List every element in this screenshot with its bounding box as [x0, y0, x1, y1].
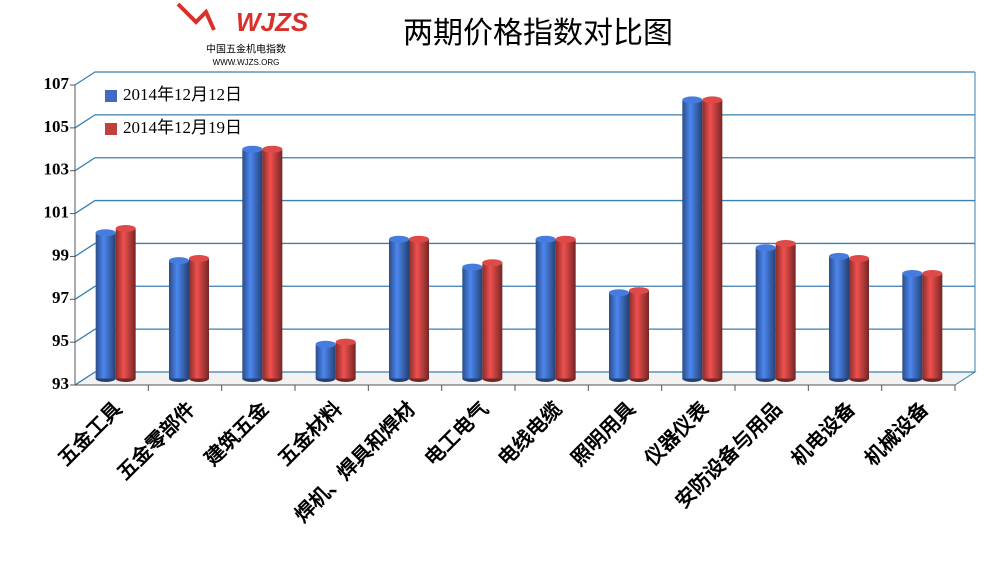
grid-line — [74, 114, 975, 129]
logo-name: 中国五金机电指数 — [206, 43, 286, 56]
legend-label: 2014年12月12日 — [123, 85, 242, 104]
bar-top — [555, 235, 576, 243]
bar — [115, 228, 136, 379]
y-tick-label: 101 — [44, 202, 70, 221]
bar — [829, 256, 849, 379]
bar — [482, 262, 503, 379]
x-tick-label: 照明用具 — [567, 398, 640, 471]
legend-label: 2014年12月19日 — [123, 118, 242, 137]
bar-top — [482, 259, 503, 267]
logo-arrow — [176, 2, 216, 31]
bar — [702, 99, 723, 379]
bar-top — [702, 96, 723, 104]
bar-top — [169, 257, 189, 265]
bar — [682, 99, 703, 379]
bar-top — [462, 263, 483, 271]
bar — [242, 149, 263, 379]
bar-top — [829, 252, 849, 260]
bar-top — [922, 270, 943, 277]
grid-line — [74, 328, 975, 343]
bar — [462, 267, 483, 379]
bar — [775, 243, 796, 379]
x-tick-label: 电工电气 — [420, 397, 494, 471]
bar-top — [682, 96, 703, 104]
legend-swatch — [105, 90, 117, 102]
bar — [262, 149, 283, 379]
bar-top — [629, 287, 649, 295]
grid-line — [74, 242, 975, 257]
bar-top — [849, 255, 869, 262]
x-tick-label: 电线电缆 — [493, 397, 567, 471]
bar-top — [189, 255, 209, 262]
y-tick-label: 107 — [44, 74, 70, 93]
bar — [922, 273, 943, 379]
bar-top — [409, 235, 429, 243]
bar-top — [609, 289, 629, 297]
bar — [335, 342, 356, 379]
bar-top — [335, 338, 356, 346]
bar — [95, 232, 116, 379]
x-tick-label: 五金零部件 — [112, 397, 200, 485]
bar — [849, 258, 869, 379]
bar-top — [775, 240, 796, 247]
bar — [315, 344, 336, 379]
y-tick-label: 103 — [44, 160, 70, 179]
bar — [629, 290, 649, 379]
bar-top — [115, 225, 136, 232]
y-tick-label: 95 — [52, 331, 69, 350]
y-tick-label: 93 — [52, 374, 69, 393]
bar-top — [95, 229, 116, 237]
bar-top — [755, 244, 776, 252]
bar — [902, 273, 923, 379]
chart-title: 两期价格指数对比图 — [403, 17, 673, 50]
x-tick-label: 建筑五金 — [200, 396, 274, 470]
bar-top — [315, 340, 336, 348]
logo: WJZS 中国五金机电指数 WWW.WJZS.ORG — [176, 2, 309, 67]
y-tick-label: 105 — [44, 117, 70, 136]
grid-line — [74, 371, 975, 386]
grid-line — [74, 71, 975, 86]
bar-top — [262, 145, 283, 153]
bar-top — [242, 145, 263, 153]
bar — [409, 239, 429, 379]
x-tick-label: 仪器仪表 — [639, 396, 714, 471]
grid-line — [74, 285, 975, 300]
legend-swatch — [105, 123, 117, 135]
logo-url: WWW.WJZS.ORG — [213, 58, 280, 67]
bar — [535, 239, 556, 379]
grid-line — [74, 157, 975, 172]
bar — [755, 247, 776, 379]
x-tick-label: 五金材料 — [273, 397, 347, 471]
bar — [169, 260, 189, 379]
bar — [555, 239, 576, 379]
y-tick-label: 99 — [52, 245, 69, 264]
bar — [389, 239, 409, 379]
bar-top — [535, 235, 556, 243]
logo-brand: WJZS — [236, 7, 309, 37]
y-tick-label: 97 — [52, 288, 70, 307]
x-tick-label: 五金工具 — [53, 397, 127, 471]
bar-top — [902, 270, 923, 277]
back-wall — [95, 72, 975, 372]
bar — [609, 292, 629, 379]
x-tick-label: 机电设备 — [786, 396, 860, 470]
x-tick-label: 机械设备 — [860, 396, 934, 470]
grid-line — [74, 199, 975, 215]
bar-top — [389, 235, 409, 243]
x-tick-label: 焊机、焊具和焊材 — [290, 397, 420, 527]
bar — [189, 258, 209, 379]
